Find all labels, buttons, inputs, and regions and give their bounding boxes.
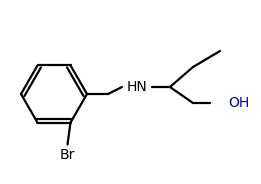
Text: Br: Br [60, 148, 75, 162]
Text: OH: OH [228, 96, 249, 110]
Text: HN: HN [127, 80, 147, 94]
